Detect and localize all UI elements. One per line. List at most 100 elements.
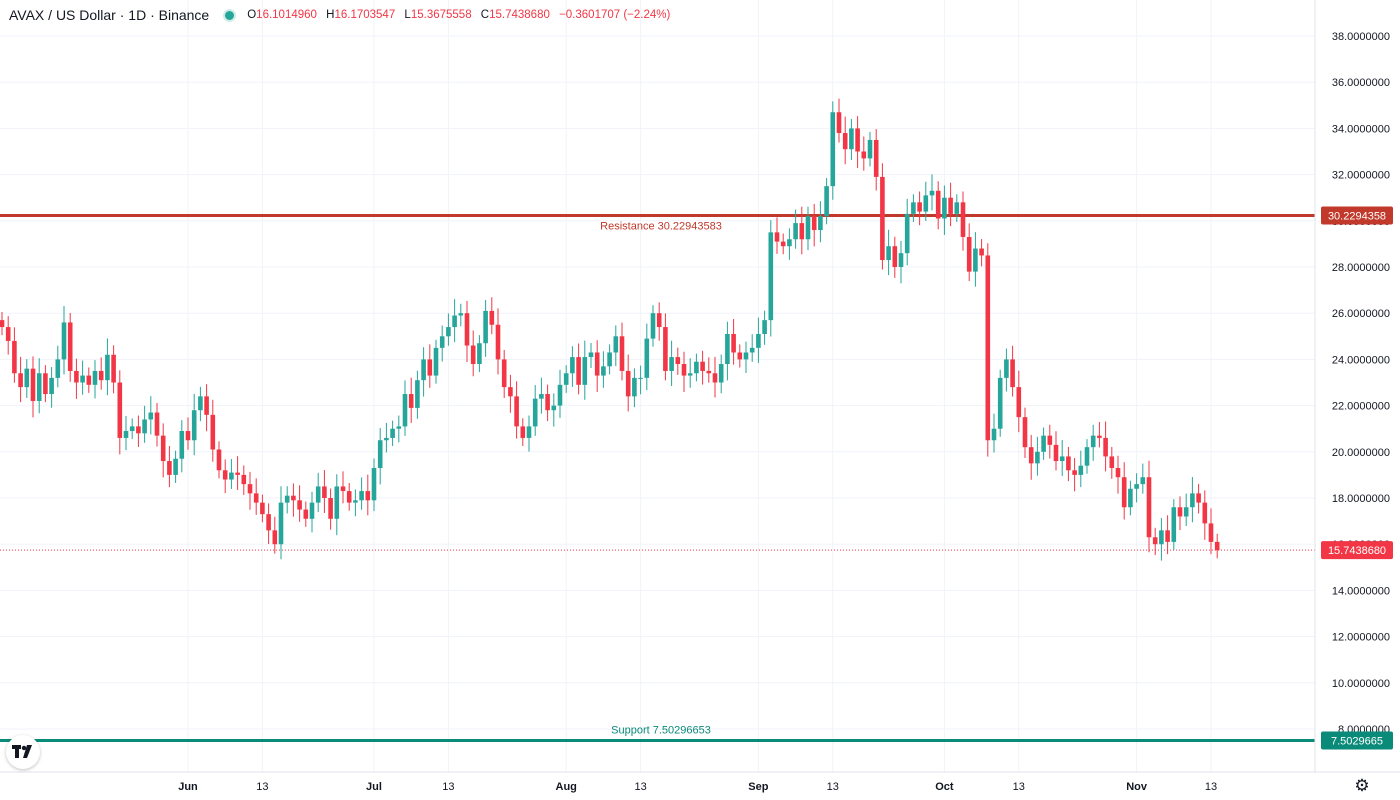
- candle: [588, 342, 594, 368]
- candle-body: [768, 232, 774, 321]
- candle: [607, 344, 612, 375]
- candle-body: [1059, 456, 1065, 462]
- candle: [663, 313, 668, 381]
- candle: [402, 380, 408, 436]
- candle: [681, 351, 687, 392]
- tradingview-logo-icon[interactable]: [6, 735, 40, 769]
- candle: [849, 118, 854, 161]
- candle-body: [477, 343, 482, 365]
- candle-body: [191, 410, 197, 441]
- candle: [446, 313, 451, 346]
- candle-body: [334, 486, 340, 519]
- candle: [439, 325, 445, 362]
- candle-body: [12, 340, 17, 374]
- symbol-title[interactable]: AVAX / US Dollar · 1D · Binance: [9, 7, 210, 23]
- candle: [718, 354, 724, 394]
- candle-body: [229, 472, 234, 480]
- candle: [61, 306, 67, 375]
- candle-body: [5, 327, 11, 341]
- candle: [768, 220, 774, 337]
- candle-body: [557, 384, 563, 406]
- candle: [1047, 424, 1053, 459]
- candle: [1053, 431, 1059, 471]
- candle-body: [867, 139, 873, 159]
- ohlc-values: O16.1014960 H16.1703547 L15.3675558 C15.…: [247, 9, 676, 21]
- change-value: −0.3601707 (−2.24%): [559, 9, 671, 21]
- candle: [216, 441, 222, 479]
- candle-body: [1115, 467, 1121, 478]
- candle: [985, 243, 991, 457]
- candle: [92, 360, 98, 399]
- candle: [855, 116, 860, 168]
- gear-icon[interactable]: ⚙: [1354, 776, 1370, 795]
- candle-body: [49, 377, 54, 395]
- candle-body: [551, 405, 557, 411]
- candle: [1109, 446, 1115, 479]
- candle-body: [520, 426, 526, 438]
- candle: [966, 223, 972, 282]
- x-tick-label: Jul: [366, 781, 382, 793]
- candle-body: [1214, 541, 1220, 551]
- candle: [309, 491, 315, 533]
- candle: [687, 358, 693, 388]
- resistance-price-tag-bg: [1321, 206, 1393, 225]
- candle: [191, 393, 197, 456]
- candle-body: [470, 345, 476, 365]
- candle-body: [805, 216, 811, 240]
- candle-body: [495, 324, 501, 360]
- candle-body: [818, 216, 823, 231]
- low-value: 15.3675558: [410, 9, 472, 21]
- candle-body: [607, 352, 612, 367]
- candle-body: [303, 509, 309, 519]
- candle: [594, 340, 600, 392]
- candle: [210, 399, 216, 462]
- high-label: H: [326, 9, 335, 21]
- candle-body: [1134, 484, 1139, 489]
- candle-body: [880, 176, 885, 261]
- candle-body: [644, 338, 650, 378]
- support-price-tag-bg: [1321, 731, 1393, 750]
- candle-body: [1190, 493, 1195, 508]
- candle-body: [160, 435, 166, 462]
- candle: [427, 344, 433, 388]
- candle: [1059, 440, 1065, 477]
- candle: [30, 356, 36, 418]
- candle-body: [588, 352, 594, 358]
- candle-body: [563, 373, 569, 385]
- candle-body: [0, 320, 5, 328]
- symbol-legend: AVAX / US Dollar · 1D · Binance O16.1014…: [9, 7, 676, 23]
- candle: [917, 191, 922, 226]
- candle: [470, 330, 476, 377]
- candle-body: [935, 190, 941, 219]
- candle: [235, 456, 240, 490]
- candle-body: [749, 347, 755, 353]
- candle-body: [985, 255, 991, 441]
- candle: [1016, 370, 1022, 433]
- candle: [278, 486, 284, 560]
- candle-body: [973, 248, 978, 272]
- candle-body: [700, 361, 705, 371]
- candle-body: [92, 370, 98, 385]
- candle: [1010, 345, 1015, 397]
- candle-body: [408, 394, 414, 408]
- candle: [638, 365, 643, 395]
- candle-body: [954, 202, 960, 214]
- candle-body: [179, 431, 185, 459]
- candle: [1115, 455, 1121, 494]
- candle: [129, 418, 135, 440]
- candle-body: [855, 128, 860, 152]
- candle: [359, 477, 364, 510]
- candle: [377, 428, 383, 485]
- candle-body: [260, 502, 265, 515]
- candle: [291, 483, 296, 517]
- candle-body: [105, 354, 110, 381]
- candle-body: [464, 313, 470, 346]
- candle: [117, 370, 123, 455]
- resistance-label: Resistance 30.22943583: [600, 221, 722, 233]
- x-tick-label: Jun: [178, 781, 198, 793]
- candle: [1022, 407, 1028, 459]
- axes: [0, 0, 1400, 773]
- candle: [408, 377, 414, 423]
- candle: [284, 486, 290, 514]
